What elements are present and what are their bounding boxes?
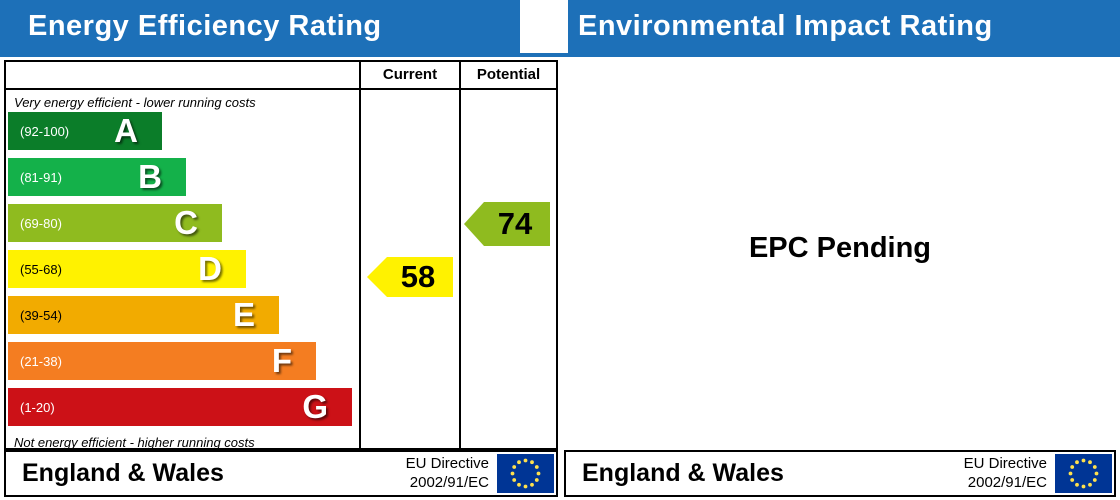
eu-directive-label: EU Directive 2002/91/EC (405, 455, 489, 491)
eu-flag-icon (1055, 454, 1112, 493)
region-label: England & Wales (22, 459, 224, 487)
band-row-e: (39-54) E (8, 296, 359, 342)
band-bar: (1-20) G (8, 388, 352, 426)
band-letter-label: A (114, 112, 138, 149)
potential-rating-value: 74 (497, 206, 533, 241)
band-range-label: (81-91) (20, 169, 62, 185)
current-rating-arrow: 58 (367, 257, 453, 297)
potential-rating-arrow: 74 (464, 202, 550, 246)
epc-pending-message: EPC Pending (748, 231, 932, 264)
current-column: 58 (359, 90, 459, 452)
band-bar: (39-54) E (8, 296, 279, 334)
band-row-d: (55-68) D (8, 250, 359, 296)
energy-rating-chart: Current Potential Very energy efficient … (4, 60, 558, 452)
eu-flag-icon (497, 454, 554, 493)
title-bar: Energy Efficiency Rating Environmental I… (0, 0, 1120, 57)
band-bar: (55-68) D (8, 250, 246, 288)
band-range-label: (1-20) (20, 399, 55, 415)
environmental-footer: England & Wales EU Directive 2002/91/EC (564, 450, 1116, 497)
eu-directive-label: EU Directive 2002/91/EC (963, 455, 1047, 491)
band-bar: (69-80) C (8, 204, 222, 242)
band-letter-label: D (198, 250, 222, 287)
band-letter-label: C (174, 204, 198, 241)
band-range-label: (92-100) (20, 123, 70, 139)
energy-rating-title: Energy Efficiency Rating (28, 10, 382, 42)
band-row-b: (81-91) B (8, 158, 359, 204)
band-bar: (81-91) B (8, 158, 186, 196)
current-column-header: Current (359, 62, 459, 88)
band-row-f: (21-38) F (8, 342, 359, 388)
band-bar: (21-38) F (8, 342, 316, 380)
band-letter-label: F (271, 342, 292, 379)
energy-footer: England & Wales EU Directive 2002/91/EC (4, 450, 558, 497)
bottom-note: Not energy efficient - higher running co… (14, 435, 255, 450)
potential-column: 74 (459, 90, 556, 452)
band-row-a: (92-100) A (8, 112, 359, 158)
environmental-impact-panel: EPC Pending (564, 60, 1116, 450)
band-range-label: (21-38) (20, 353, 62, 369)
band-range-label: (55-68) (20, 261, 62, 277)
top-note: Very energy efficient - lower running co… (14, 95, 256, 110)
band-letter-label: E (232, 296, 255, 333)
band-range-label: (69-80) (20, 215, 62, 231)
current-rating-value: 58 (400, 259, 436, 294)
band-bar: (92-100) A (8, 112, 162, 150)
band-letter-label: B (138, 158, 162, 195)
title-bar-divider (520, 0, 568, 53)
band-range-label: (39-54) (20, 307, 62, 323)
band-row-g: (1-20) G (8, 388, 359, 434)
band-scale: Very energy efficient - lower running co… (6, 90, 359, 452)
environmental-rating-title: Environmental Impact Rating (578, 10, 993, 42)
region-label: England & Wales (582, 459, 784, 487)
chart-column-headers: Current Potential (6, 62, 556, 90)
band-letter-label: G (302, 388, 328, 425)
potential-column-header: Potential (459, 62, 556, 88)
spacer-cell (6, 62, 359, 88)
band-row-c: (69-80) C (8, 204, 359, 250)
